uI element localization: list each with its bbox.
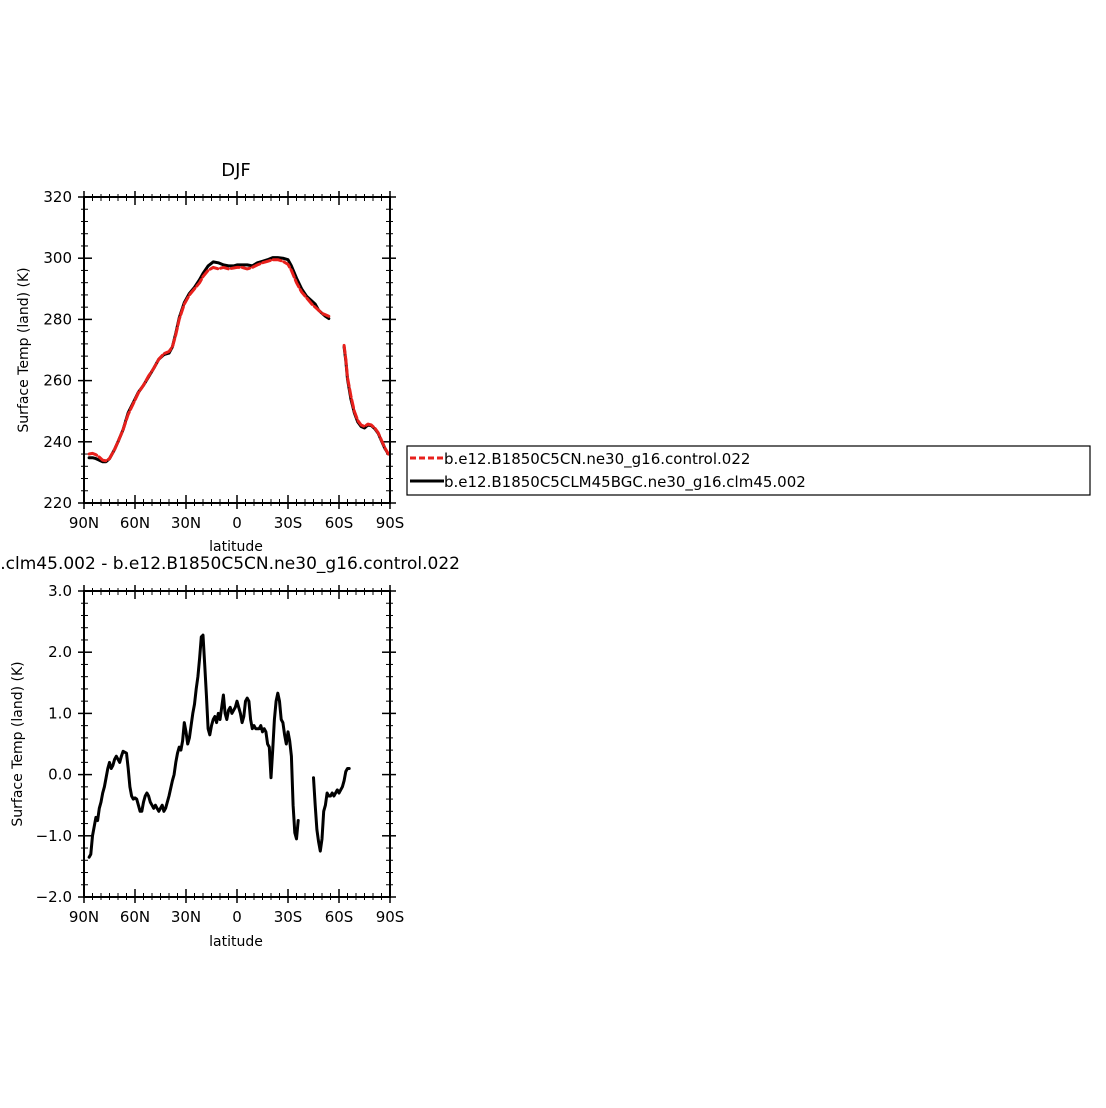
top-panel: DJF Surface Temp (land) (K) latitude 90N… — [16, 160, 404, 555]
legend: b.e12.B1850C5CN.ne30_g16.control.022 b.e… — [406, 445, 1091, 496]
legend-box — [406, 445, 1091, 496]
series-line-0-1-0 — [87, 256, 331, 464]
y-tick-label: 220 — [43, 494, 72, 512]
y-tick-label: 2.0 — [48, 643, 72, 661]
x-tick-label: 90N — [69, 908, 99, 926]
top-x-axis-label: latitude — [209, 539, 263, 555]
y-tick-label: 3.0 — [48, 582, 72, 600]
legend-label-clm45: b.e12.B1850C5CLM45BGC.ne30_g16.clm45.002 — [444, 473, 806, 492]
series-line-1-0-1 — [312, 767, 351, 853]
x-tick-label: 30S — [274, 514, 303, 532]
y-tick-label: 240 — [43, 433, 72, 451]
y-tick-label: 1.0 — [48, 704, 72, 722]
top-y-axis-label: Surface Temp (land) (K) — [16, 267, 32, 432]
top-chart-title: DJF — [221, 160, 251, 181]
x-tick-label: 90S — [376, 908, 405, 926]
x-tick-label: 60S — [325, 908, 354, 926]
bottom-x-axis-label: latitude — [209, 934, 263, 950]
x-tick-label: 0 — [232, 514, 242, 532]
y-tick-label: 320 — [43, 188, 72, 206]
series-line-0-0-0 — [87, 258, 331, 463]
top-series-lines — [87, 256, 390, 464]
top-tick-labels: 90N 60N 30N 0 30S 60S 90S 220 240 260 280 300 320 — [43, 188, 404, 532]
x-tick-label: 90S — [376, 514, 405, 532]
x-tick-label: 0 — [232, 908, 242, 926]
bottom-y-axis-label: Surface Temp (land) (K) — [10, 661, 26, 826]
top-plot-frame — [83, 196, 391, 504]
top-axis-ticks — [78, 191, 396, 509]
x-tick-label: 90N — [69, 514, 99, 532]
bottom-chart-title: b.e12.B1850C5CLM45BGC.ne30_g16.clm45.002… — [0, 554, 460, 574]
bottom-axis-ticks — [78, 585, 396, 903]
bottom-plot-frame — [83, 590, 391, 898]
series-line-1-0-0 — [87, 633, 300, 859]
x-tick-label: 60N — [120, 514, 150, 532]
bottom-tick-labels: 90N 60N 30N 0 30S 60S 90S −2.0 −1.0 0.0 1.0 2.0 3.0 — [36, 582, 405, 926]
x-tick-label: 60S — [325, 514, 354, 532]
bottom-panel: b.e12.B1850C5CLM45BGC.ne30_g16.clm45.002… — [0, 554, 460, 950]
x-tick-label: 30N — [171, 908, 201, 926]
y-tick-label: −2.0 — [36, 888, 72, 906]
x-tick-label: 60N — [120, 908, 150, 926]
legend-label-control: b.e12.B1850C5CN.ne30_g16.control.022 — [444, 450, 750, 469]
x-tick-label: 30S — [274, 908, 303, 926]
y-tick-label: 0.0 — [48, 766, 72, 784]
y-tick-label: 260 — [43, 372, 72, 390]
series-line-0-0-1 — [342, 343, 390, 456]
bottom-series-lines — [87, 633, 351, 859]
y-tick-label: −1.0 — [36, 827, 72, 845]
y-tick-label: 300 — [43, 249, 72, 267]
y-tick-label: 280 — [43, 310, 72, 328]
x-tick-label: 30N — [171, 514, 201, 532]
